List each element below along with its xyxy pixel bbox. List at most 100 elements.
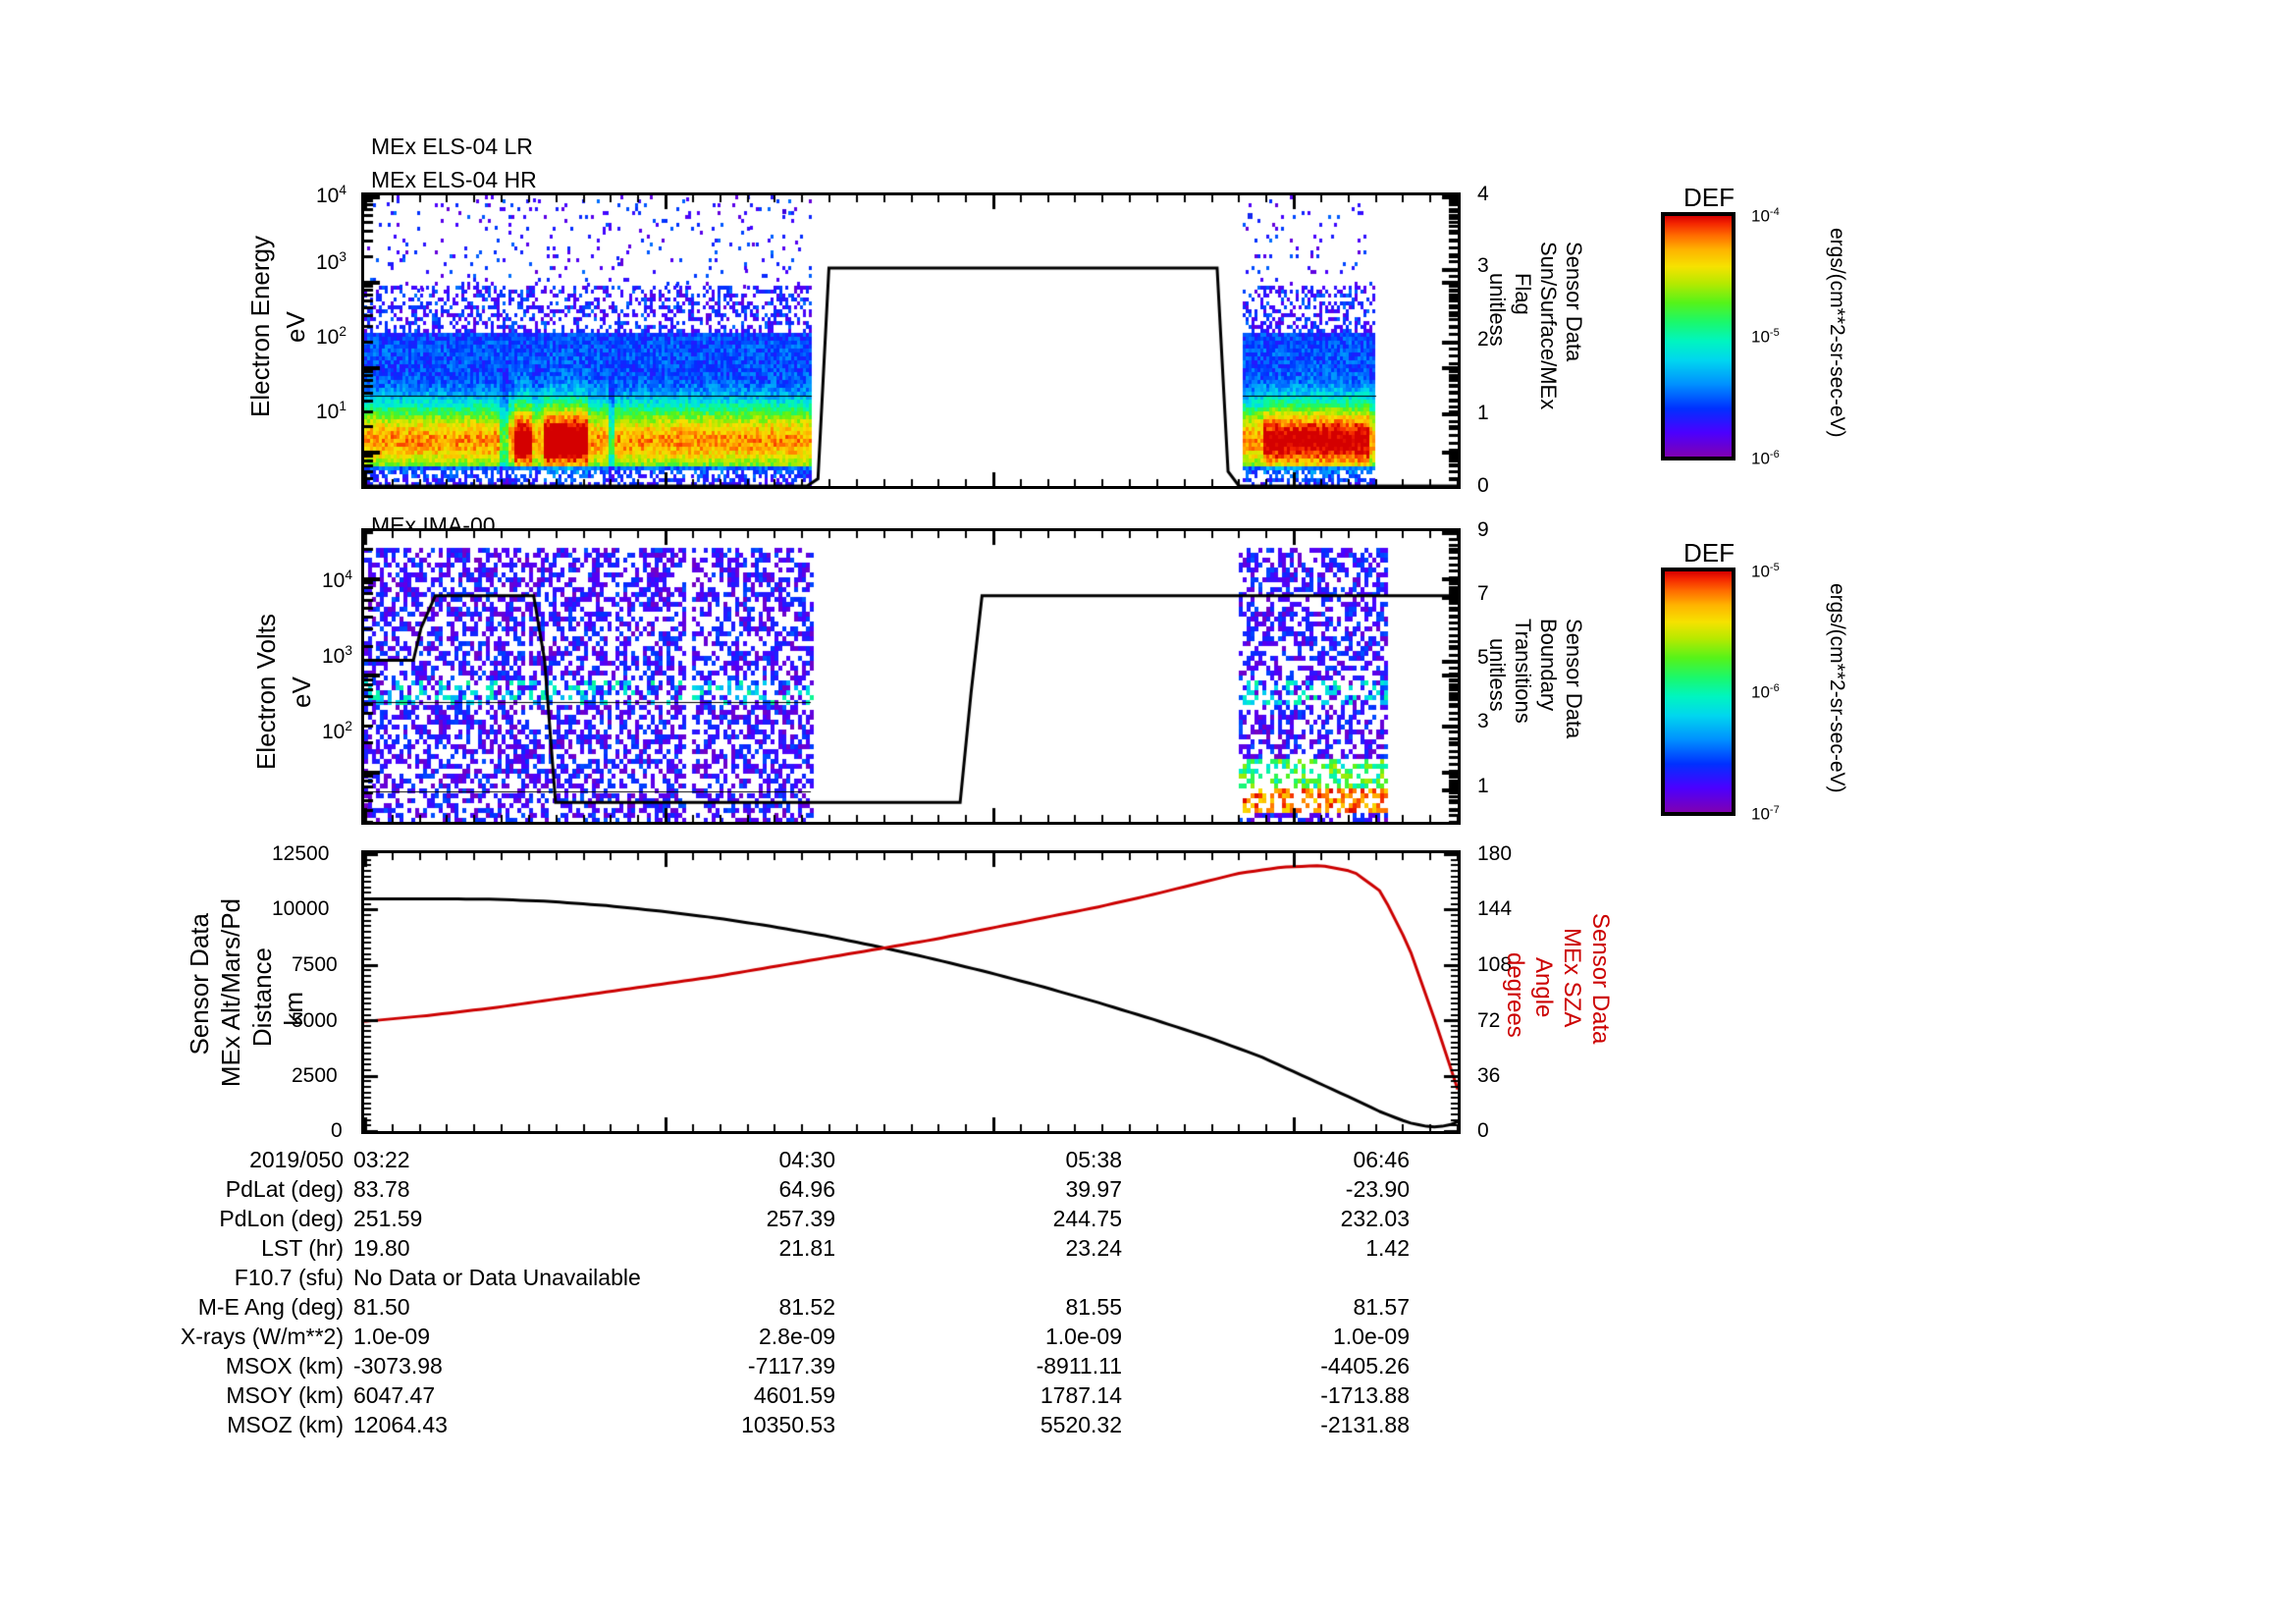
annotation-cell: 04:30 [778,1147,835,1172]
ima-plot-frame [361,528,1461,825]
orbit-ylabel-l3: Distance [247,947,277,1048]
annotation-cell: -4405.26 [1320,1353,1410,1379]
orbit-ytick-12500: 12500 [272,842,330,865]
annotation-cell: 83.78 [353,1176,410,1202]
annotation-cell: 03:22 [353,1147,410,1172]
els-ytick-3: 103 [316,249,347,274]
annotation-cell: No Data or Data Unavailable [353,1265,641,1290]
panel-orbit: Sensor Data MEx Alt/Mars/Pd Distance km … [185,842,1614,1142]
els-right-ylabel-l1: Sensor Data [1562,242,1587,362]
els-ytick-4: 104 [316,183,347,207]
colorbar-ima-gradient [1665,571,1732,812]
annotation-row-label: LST (hr) [261,1235,344,1261]
els-right-tick-4: 4 [1477,183,1489,205]
colorbar-els-box [1661,212,1735,460]
ima-right-tick-3: 3 [1477,710,1489,732]
orbit-right-tick-144: 144 [1477,897,1513,920]
els-right-ylabel-l2: Sun/Surface/MEx [1536,242,1562,410]
annotation-row-label: PdLon (deg) [219,1206,344,1231]
annotation-cell: 21.81 [778,1235,835,1261]
ima-ytick-3: 103 [322,643,352,668]
annotation-cell: -1713.88 [1320,1382,1410,1408]
annotation-row-label: X-rays (W/m**2) [180,1324,344,1349]
orbit-right-tick-72: 72 [1477,1009,1501,1032]
annotation-cell: 251.59 [353,1206,423,1231]
orbit-ytick-10000: 10000 [272,897,330,920]
colorbar-ima-tick-mid: 10-6 [1751,682,1780,702]
annotation-cell: 19.80 [353,1235,410,1261]
annotation-row-label: 2019/050 [249,1147,344,1172]
colorbar-ima-tick-bottom: 10-7 [1751,804,1780,824]
annotation-cell: 39.97 [1065,1176,1122,1202]
ima-right-tick-7: 7 [1477,582,1489,605]
annotation-row-label: MSOY (km) [226,1382,344,1408]
annotation-row-label: MSOX (km) [225,1353,344,1379]
orbit-plot-frame [361,850,1461,1134]
orbit-ytick-5000: 5000 [292,1009,338,1032]
panel-ima: MEx IMA-00 Electron Volts eV 104 103 102… [251,513,1586,825]
annotation-cell: 6047.47 [353,1382,436,1408]
colorbar-els-units: ergs/(cm**2-sr-sec-eV) [1826,228,1849,438]
annotation-cell: 81.57 [1353,1294,1410,1320]
colorbar-els-tick-mid: 10-5 [1751,327,1780,347]
orbit-ylabel-l1: Sensor Data [185,913,214,1055]
els-right-tick-2: 2 [1477,328,1489,351]
annotation-cell: 1.0e-09 [353,1324,431,1349]
annotation-cell: 4601.59 [753,1382,835,1408]
els-title-hr: MEx ELS-04 HR [371,167,537,192]
orbit-right-ylabel-l3: Angle [1530,957,1558,1018]
annotation-cell: -23.90 [1345,1176,1410,1202]
annotation-cell: 23.24 [1065,1235,1122,1261]
annotation-cell: 232.03 [1340,1206,1410,1231]
orbit-right-tick-180: 180 [1477,842,1513,865]
orbit-right-ylabel-l2: MEx SZA [1559,928,1586,1028]
ima-ytick-4: 104 [322,568,352,592]
colorbar-els-title: DEF [1683,183,1735,212]
annotation-cell: -7117.39 [747,1353,835,1379]
els-title-lr: MEx ELS-04 LR [371,134,533,159]
annotation-cell: 06:46 [1353,1147,1410,1172]
colorbar-els-tick-bottom: 10-6 [1751,449,1780,468]
orbit-ylabel-l2: MEx Alt/Mars/Pd [216,898,245,1088]
colorbar-ima-units: ergs/(cm**2-sr-sec-eV) [1826,583,1849,793]
annotation-row-label: PdLat (deg) [225,1176,344,1202]
colorbar-ima-tick-top: 10-5 [1751,562,1780,581]
annotation-cell: 1.0e-09 [1332,1324,1410,1349]
els-right-tick-1: 1 [1477,402,1489,424]
annotation-cell: 64.96 [778,1176,835,1202]
annotation-cell: 10350.53 [741,1412,835,1437]
annotation-cell: 1.0e-09 [1044,1324,1122,1349]
annotation-cell: 244.75 [1052,1206,1122,1231]
ima-right-tick-9: 9 [1477,518,1489,541]
annotation-cell: -3073.98 [353,1353,443,1379]
colorbar-ima-title: DEF [1683,538,1735,568]
ima-right-tick-5: 5 [1477,646,1489,669]
annotation-cell: 1.42 [1365,1235,1410,1261]
annotation-cell: 5520.32 [1040,1412,1122,1437]
els-plot-frame [361,192,1461,489]
orbit-ytick-2500: 2500 [292,1064,338,1087]
ima-ytick-2: 102 [322,719,352,743]
orbit-right-ylabel-l4: degrees [1502,952,1529,1038]
orbit-ytick-7500: 7500 [292,953,338,976]
annotation-cell: 257.39 [766,1206,835,1231]
els-right-tick-3: 3 [1477,254,1489,277]
orbit-right-tick-36: 36 [1477,1064,1501,1087]
annotation-cell: -8911.11 [1036,1353,1122,1379]
annotation-row-label: F10.7 (sfu) [234,1265,344,1290]
colorbar-els-gradient [1665,216,1732,457]
orbit-ytick-0: 0 [331,1119,343,1142]
annotation-cell: 81.55 [1065,1294,1122,1320]
annotation-cell: 1787.14 [1040,1382,1122,1408]
orbit-right-tick-0: 0 [1477,1119,1489,1142]
annotation-cell: 05:38 [1065,1147,1122,1172]
panel-els: MEx ELS-04 LR MEx ELS-04 HR Electron Ene… [0,0,2296,501]
ima-right-ylabel-l2: Boundary [1536,619,1562,712]
ima-right-tick-1: 1 [1477,775,1489,797]
annotation-cell: 81.50 [353,1294,410,1320]
colorbar-ima-box [1661,568,1735,816]
els-right-ylabel-l4: unitless [1485,273,1511,347]
annotation-row-label: MSOZ (km) [227,1412,344,1437]
ima-right-ylabel-l3: Transitions [1511,619,1536,724]
